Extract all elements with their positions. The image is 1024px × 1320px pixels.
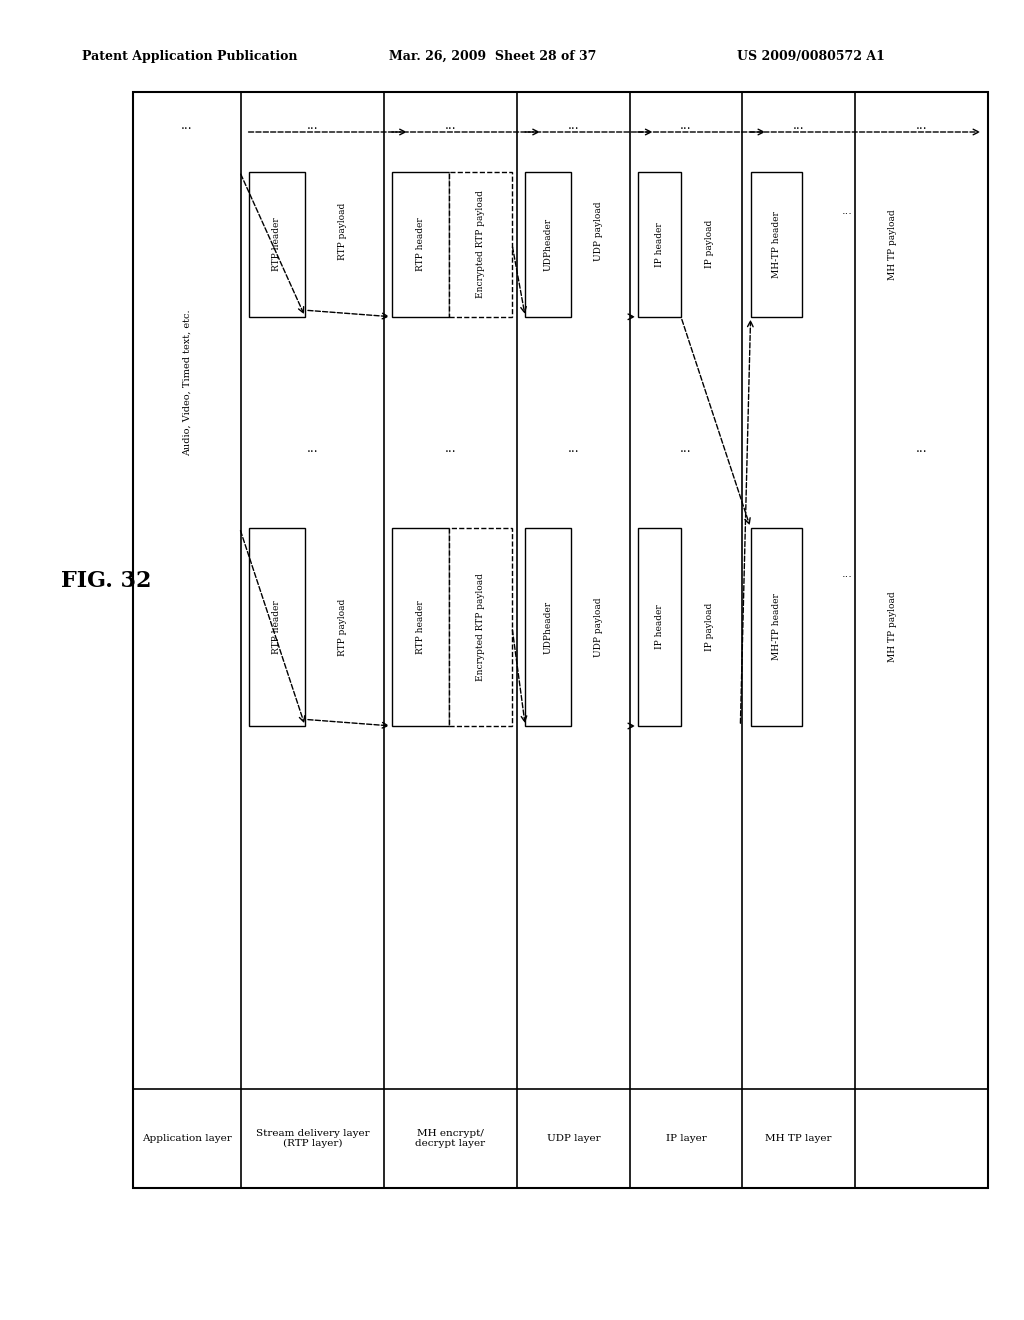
Bar [449,172,512,317]
Text: ...: ... [567,119,580,132]
Text: UDP layer: UDP layer [547,1134,600,1143]
Bar [525,528,571,726]
Text: ...: ... [842,206,853,216]
Text: Audio, Video, Timed text, etc.: Audio, Video, Timed text, etc. [182,309,191,457]
Text: UDP payload: UDP payload [594,201,602,261]
Text: Encrypted RTP payload: Encrypted RTP payload [476,190,484,298]
Text: UDPheader: UDPheader [544,218,553,271]
Text: ...: ... [915,119,928,132]
Text: ...: ... [680,442,692,455]
FancyBboxPatch shape [133,92,988,1188]
Text: Patent Application Publication: Patent Application Publication [82,50,297,63]
Bar [392,528,449,726]
Text: IP payload: IP payload [705,603,714,651]
Text: ...: ... [842,569,853,579]
Text: ...: ... [915,442,928,455]
Bar [392,172,449,317]
Text: IP payload: IP payload [705,220,714,268]
Text: MH encrypt/
decrypt layer: MH encrypt/ decrypt layer [416,1129,485,1148]
Text: Stream delivery layer
(RTP layer): Stream delivery layer (RTP layer) [256,1129,369,1148]
Bar [249,528,305,726]
Text: RTP header: RTP header [272,601,282,653]
Text: RTP payload: RTP payload [338,202,346,260]
Text: ...: ... [567,442,580,455]
Text: UDPheader: UDPheader [544,601,553,653]
Bar [525,172,571,317]
Text: MH TP layer: MH TP layer [766,1134,831,1143]
Text: Application layer: Application layer [142,1134,231,1143]
Text: IP header: IP header [655,222,664,267]
Text: Encrypted RTP payload: Encrypted RTP payload [476,573,484,681]
Text: RTP header: RTP header [416,218,425,271]
Text: Mar. 26, 2009  Sheet 28 of 37: Mar. 26, 2009 Sheet 28 of 37 [389,50,597,63]
Text: IP layer: IP layer [666,1134,707,1143]
Bar [449,528,512,726]
Text: RTP header: RTP header [416,601,425,653]
Text: RTP payload: RTP payload [338,598,346,656]
Text: ...: ... [680,119,692,132]
Text: US 2009/0080572 A1: US 2009/0080572 A1 [737,50,885,63]
Text: ...: ... [306,442,318,455]
Bar [751,528,802,726]
Text: ...: ... [306,119,318,132]
Text: MH-TP header: MH-TP header [772,211,780,277]
Text: ...: ... [444,442,457,455]
Text: IP header: IP header [655,605,664,649]
Text: UDP payload: UDP payload [594,597,602,657]
Text: FIG. 32: FIG. 32 [61,570,152,591]
Bar [638,528,681,726]
Bar [638,172,681,317]
Text: ...: ... [181,119,193,132]
Text: ...: ... [444,119,457,132]
Text: MH-TP header: MH-TP header [772,594,780,660]
Text: MH TP payload: MH TP payload [888,591,897,663]
Text: MH TP payload: MH TP payload [888,209,897,280]
Bar [249,172,305,317]
Text: ...: ... [793,119,805,132]
Bar [751,172,802,317]
Text: RTP header: RTP header [272,218,282,271]
